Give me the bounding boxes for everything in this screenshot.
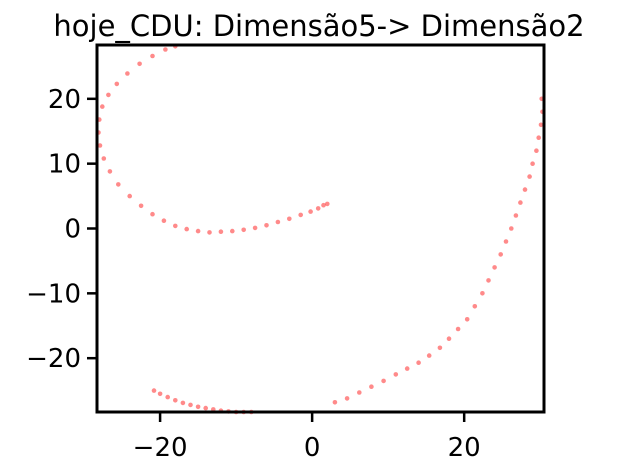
x-tick-label: 20: [448, 433, 481, 463]
data-point: [184, 226, 189, 232]
data-point: [137, 61, 142, 67]
chart-title: hoje_CDU: Dimensão5-> Dimensão2: [53, 9, 584, 43]
data-point: [150, 53, 155, 59]
data-point: [369, 384, 374, 390]
x-tick-label: −20: [133, 433, 188, 463]
data-point: [534, 148, 539, 153]
data-point: [116, 182, 121, 187]
data-point: [518, 200, 523, 205]
data-point: [150, 211, 155, 217]
x-tick-label: 0: [304, 433, 321, 463]
data-point: [157, 391, 163, 397]
data-point: [446, 336, 452, 342]
data-point: [275, 219, 281, 225]
ticks-layer: −20 0 20 −20 −10 0 10 20: [26, 85, 481, 463]
data-point: [195, 404, 201, 410]
data-point: [264, 223, 269, 228]
data-point: [472, 304, 478, 309]
data-point: [125, 71, 130, 76]
data-point: [163, 47, 168, 52]
data-point: [416, 360, 421, 366]
data-point: [151, 388, 157, 393]
data-point: [218, 229, 224, 234]
data-point: [114, 81, 120, 87]
data-point: [455, 326, 461, 332]
data-point: [230, 228, 235, 234]
data-point: [207, 230, 212, 235]
data-point: [513, 213, 519, 218]
data-point: [161, 218, 167, 223]
y-tick-label: −20: [26, 344, 81, 374]
data-point: [100, 104, 105, 109]
data-point: [332, 400, 338, 405]
y-tick-label: 10: [48, 150, 81, 180]
data-point: [298, 212, 304, 218]
data-point: [101, 156, 107, 161]
data-point: [203, 405, 208, 411]
data-point: [522, 187, 528, 192]
data-point: [252, 225, 258, 231]
y-tick-label: 20: [48, 85, 81, 115]
data-point: [530, 161, 535, 166]
data-point: [106, 92, 111, 98]
data-point: [173, 398, 178, 403]
points-layer: [96, 44, 545, 415]
data-point: [498, 252, 504, 257]
data-point: [138, 203, 144, 209]
data-point: [536, 135, 541, 140]
data-point: [503, 239, 509, 244]
data-point: [492, 265, 497, 270]
plot-frame: [95, 43, 546, 414]
data-point: [188, 402, 193, 408]
y-tick-label: −10: [26, 279, 81, 309]
data-point: [308, 209, 313, 214]
data-point: [437, 345, 443, 351]
data-point: [315, 206, 321, 211]
data-point: [287, 216, 292, 222]
data-point: [357, 390, 362, 395]
data-point: [180, 400, 186, 406]
data-point: [325, 201, 330, 207]
data-point: [107, 169, 113, 174]
data-point: [393, 372, 399, 377]
data-point: [165, 394, 170, 400]
data-point: [464, 317, 470, 322]
data-point: [97, 143, 103, 148]
data-point: [241, 227, 246, 233]
data-point: [527, 174, 532, 179]
data-point: [173, 223, 178, 229]
data-point: [509, 226, 514, 231]
data-point: [321, 202, 326, 208]
data-point: [195, 228, 201, 234]
data-point: [480, 291, 485, 296]
data-point: [426, 353, 432, 358]
data-point: [486, 278, 491, 283]
y-tick-label: 0: [64, 215, 81, 245]
data-point: [538, 122, 544, 128]
data-point: [404, 366, 410, 371]
data-point: [381, 378, 386, 384]
data-point: [344, 396, 350, 401]
data-point: [127, 193, 132, 199]
